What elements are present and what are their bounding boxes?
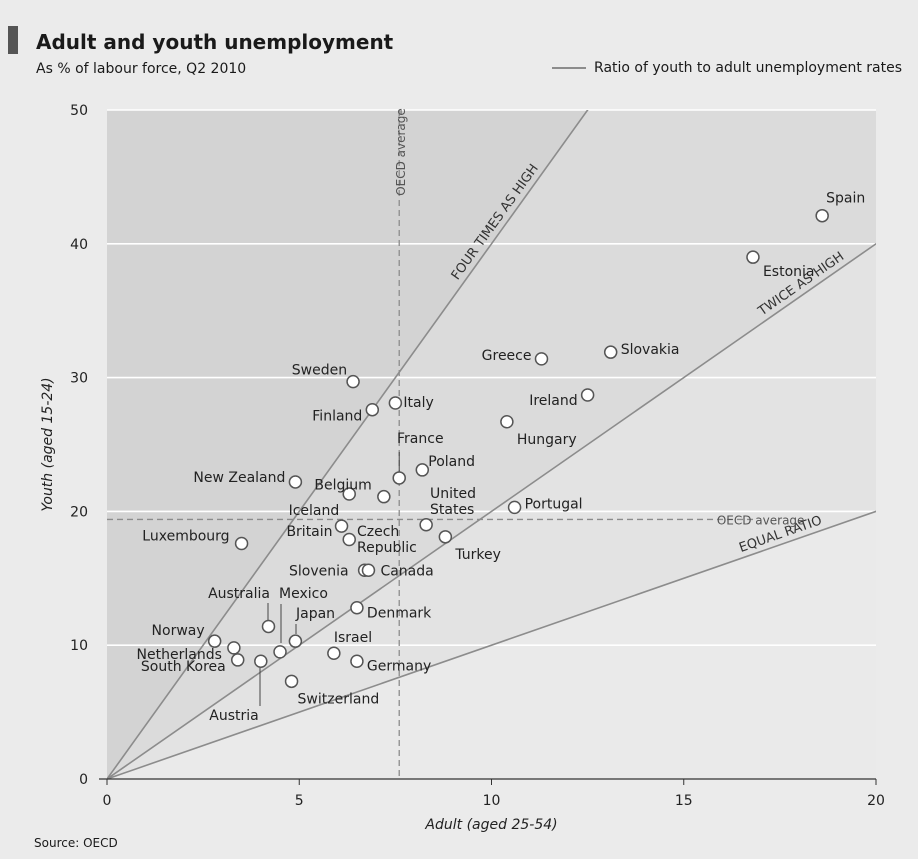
data-point [507, 500, 522, 515]
point-label: Israel [334, 630, 372, 646]
legend-line-icon [552, 67, 587, 69]
x-tick-label: 20 [867, 793, 885, 809]
point-label: Luxembourg [142, 529, 229, 545]
oecd-average-label-horizontal: OECD average [717, 513, 805, 527]
data-point [227, 641, 241, 655]
data-point [746, 250, 760, 264]
data-point [438, 530, 453, 544]
data-point [284, 674, 299, 689]
x-axis-label: Adult (aged 25-54) [424, 817, 557, 833]
oecd-average-label-vertical: OECD average [394, 108, 408, 196]
data-point [392, 471, 406, 485]
point-label: Portugal [525, 496, 583, 512]
data-point [334, 519, 349, 533]
y-tick-label: 20 [70, 504, 88, 520]
point-label: Ireland [529, 393, 577, 409]
point-label: Germany [367, 658, 431, 674]
data-point [207, 634, 222, 648]
data-point [342, 532, 356, 547]
data-point [388, 396, 403, 410]
point-label: Belgium [314, 478, 371, 494]
point-label: Canada [380, 563, 433, 579]
point-label: Hungary [517, 432, 577, 448]
point-label: Estonia [763, 264, 815, 280]
point-label: Italy [403, 395, 433, 411]
data-point [342, 487, 356, 501]
data-point [603, 345, 618, 359]
data-point [230, 653, 245, 667]
data-point [415, 463, 430, 477]
point-label: Norway [152, 623, 205, 639]
point-label: Denmark [367, 606, 432, 622]
data-point [377, 489, 391, 504]
data-point [361, 563, 376, 578]
point-label: Mexico [279, 586, 328, 602]
y-tick-label: 30 [70, 371, 88, 387]
y-axis-label: Youth (aged 15-24) [40, 377, 56, 511]
point-label: South Korea [141, 659, 226, 675]
source-note: Source: OECD [34, 836, 118, 850]
point-label: New Zealand [193, 470, 285, 486]
x-tick-label: 10 [483, 793, 501, 809]
data-point [254, 654, 268, 669]
point-label: Britain [286, 524, 332, 540]
data-point [273, 645, 287, 659]
point-label: Australia [208, 586, 270, 602]
point-label: Slovakia [621, 342, 680, 358]
legend-label: Ratio of youth to adult unemployment rat… [594, 60, 902, 76]
header-accent-bar [8, 26, 18, 54]
x-tick-label: 5 [295, 793, 304, 809]
data-point [365, 402, 380, 417]
point-label: France [397, 431, 444, 447]
point-label: Czech [357, 524, 399, 540]
point-label: Netherlands [137, 647, 222, 663]
data-point [288, 475, 303, 489]
data-point [288, 634, 303, 648]
data-point [815, 208, 829, 223]
y-tick-label: 0 [79, 772, 88, 788]
data-point [327, 646, 341, 660]
point-label: Poland [428, 454, 475, 470]
point-label: States [430, 502, 474, 518]
data-point [534, 352, 549, 366]
point-label: Greece [482, 348, 532, 364]
data-point [234, 536, 249, 551]
chart-title: Adult and youth unemployment [36, 30, 394, 54]
data-point [350, 600, 364, 615]
point-label: Iceland [289, 503, 340, 519]
x-tick-label: 15 [675, 793, 693, 809]
data-point [419, 518, 433, 532]
point-label: Switzerland [298, 691, 380, 707]
point-label: United [430, 486, 476, 502]
data-point [580, 388, 595, 402]
data-point [500, 415, 514, 429]
point-label: Japan [295, 606, 335, 622]
data-point [350, 654, 364, 669]
legend: Ratio of youth to adult unemployment rat… [552, 60, 902, 76]
y-tick-label: 50 [70, 103, 88, 119]
point-label: Turkey [454, 547, 501, 563]
point-label: Slovenia [289, 563, 349, 579]
point-label: Sweden [292, 363, 347, 379]
y-tick-label: 10 [70, 638, 88, 654]
point-label: Finland [312, 409, 362, 425]
y-tick-label: 40 [70, 237, 88, 253]
chart-subtitle: As % of labour force, Q2 2010 [36, 61, 247, 77]
x-tick-label: 0 [103, 793, 112, 809]
data-point [346, 374, 360, 389]
point-label: Republic [357, 540, 417, 556]
point-label: Spain [826, 191, 865, 207]
data-point [261, 619, 276, 634]
point-label: Austria [209, 708, 258, 724]
